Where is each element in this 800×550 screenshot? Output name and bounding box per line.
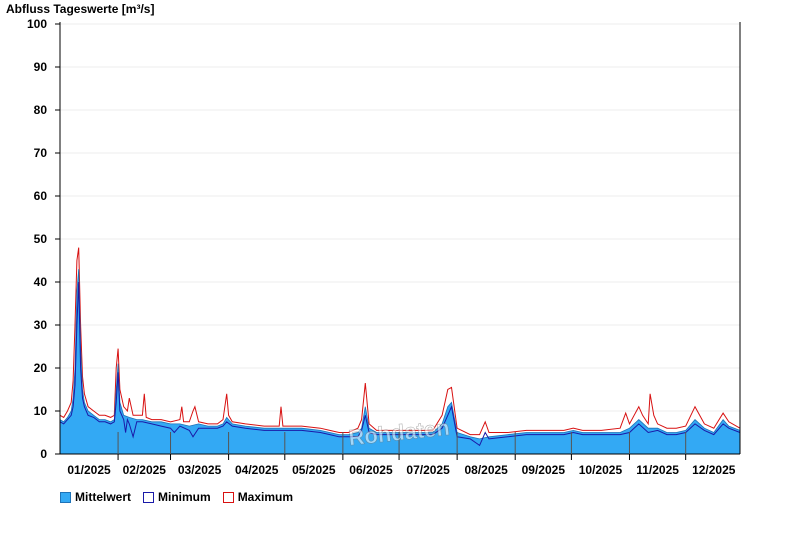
legend-item-maximum: Maximum [222, 490, 294, 504]
x-tick-label: 10/2025 [579, 463, 623, 477]
x-tick-label: 08/2025 [464, 463, 508, 477]
x-tick-label: 07/2025 [406, 463, 450, 477]
x-tick-label: 05/2025 [292, 463, 336, 477]
series-line-mean [59, 269, 741, 440]
x-tick-label: 12/2025 [692, 463, 736, 477]
x-tick-label: 03/2025 [178, 463, 222, 477]
watermark: Rohdaten [347, 415, 451, 450]
data-lines [59, 247, 741, 447]
legend: Mittelwert Minimum Maximum [60, 490, 293, 504]
x-tick-label: 01/2025 [67, 463, 111, 477]
y-axis-ticks: 0 10 20 30 40 50 60 70 80 90 100 [27, 17, 60, 461]
x-axis-ticks: 01/2025 02/2025 03/2025 04/2025 05/2025 06/20… [67, 432, 736, 477]
data-areas [60, 269, 740, 454]
legend-label-maximum: Maximum [237, 490, 294, 504]
y-tick-label: 90 [34, 60, 48, 74]
series-line-maximum [59, 247, 741, 436]
legend-item-mean: Mittelwert [60, 490, 131, 504]
y-tick-label: 60 [34, 189, 48, 203]
x-tick-label: 02/2025 [123, 463, 167, 477]
y-tick-label: 40 [34, 275, 48, 289]
series-line-minimum [59, 281, 741, 447]
legend-item-minimum: Minimum [143, 490, 211, 504]
mean-area [60, 269, 740, 454]
x-tick-label: 06/2025 [349, 463, 393, 477]
y-tick-label: 20 [34, 361, 48, 375]
chart-title: Abfluss Tageswerte [m³/s] [6, 2, 154, 16]
legend-swatch-minimum [143, 491, 155, 503]
y-tick-label: 30 [34, 318, 48, 332]
x-tick-label: 11/2025 [636, 463, 679, 477]
y-tick-label: 10 [34, 404, 48, 418]
grid-lines [60, 23, 740, 412]
y-tick-label: 100 [27, 17, 47, 31]
legend-label-mean: Mittelwert [75, 490, 132, 504]
y-tick-label: 80 [34, 103, 48, 117]
legend-label-minimum: Minimum [158, 490, 211, 504]
y-tick-label: 0 [40, 447, 47, 461]
y-tick-label: 70 [34, 146, 48, 160]
axes [59, 22, 741, 455]
x-tick-label: 04/2025 [235, 463, 279, 477]
legend-swatch-maximum [222, 491, 234, 503]
legend-swatch-mean [60, 491, 71, 503]
y-tick-label: 50 [34, 232, 48, 246]
x-tick-label: 09/2025 [522, 463, 566, 477]
